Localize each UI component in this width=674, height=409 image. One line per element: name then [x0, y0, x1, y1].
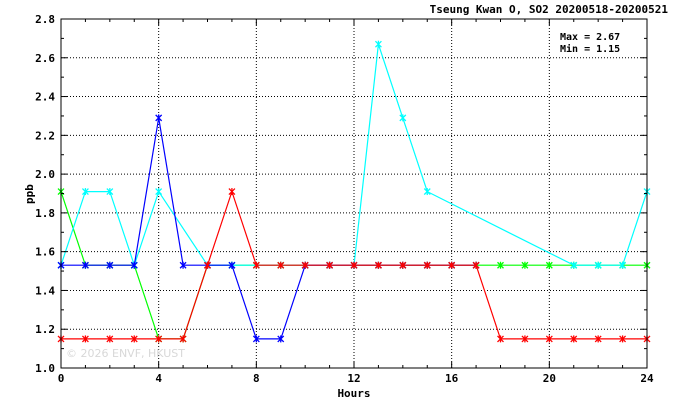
data-point [570, 335, 578, 343]
data-point [619, 335, 627, 343]
data-point [228, 188, 236, 196]
y-axis-title: ppb [23, 184, 36, 204]
tick-labels: 0 4 8 12 16 20 24 1.0 1.2 1.4 1.6 1.8 2.0 2.2 2.4 2.6 2.… [35, 13, 654, 385]
data-point [106, 188, 114, 196]
chart-title: Tseung Kwan O, SO2 20200518-20200521 [430, 3, 669, 16]
x-tick-label: 8 [253, 372, 260, 385]
data-point [521, 335, 529, 343]
y-tick-label: 2.0 [35, 168, 55, 181]
x-tick-label: 16 [445, 372, 459, 385]
x-tick-label: 4 [155, 372, 162, 385]
data-point [594, 335, 602, 343]
data-point [399, 261, 407, 269]
data-point [594, 261, 602, 269]
y-tick-label: 1.6 [35, 246, 55, 259]
data-point [399, 114, 407, 122]
data-point [204, 261, 211, 269]
y-tick-label: 1.8 [35, 207, 55, 220]
data-point [130, 335, 138, 343]
y-tick-label: 2.8 [35, 13, 55, 26]
y-tick-label: 2.4 [35, 91, 55, 104]
data-point [423, 261, 431, 269]
data-point [277, 335, 285, 343]
data-point [497, 335, 504, 343]
data-point [448, 261, 456, 269]
y-tick-label: 2.6 [35, 52, 55, 65]
data-point [472, 261, 480, 269]
data-point [374, 261, 382, 269]
ticks [60, 18, 648, 369]
data-point [179, 261, 187, 269]
data-point [155, 114, 163, 122]
y-tick-label: 1.4 [35, 284, 55, 297]
data-point [179, 335, 187, 343]
data-point [570, 261, 578, 269]
data-point [106, 261, 114, 269]
y-tick-label: 2.2 [35, 129, 55, 142]
data-point [81, 335, 89, 343]
data-point [155, 188, 163, 196]
x-tick-label: 0 [58, 372, 65, 385]
x-axis-title: Hours [337, 387, 370, 400]
data-point [545, 335, 553, 343]
data-point [497, 261, 504, 269]
watermark: © 2026 ENVF, HKUST [66, 347, 185, 360]
data-point [130, 261, 138, 269]
min-annotation: Min = 1.15 [560, 43, 620, 55]
data-point [277, 261, 285, 269]
x-tick-label: 20 [543, 372, 556, 385]
data-point [545, 261, 553, 269]
data-point [81, 261, 89, 269]
data-point [374, 40, 382, 48]
max-annotation: Max = 2.67 [560, 32, 620, 43]
y-tick-label: 1.2 [35, 323, 55, 336]
data-point [521, 261, 529, 269]
data-point [81, 188, 89, 196]
data-point [252, 335, 260, 343]
data-point [301, 261, 309, 269]
data-point [326, 261, 334, 269]
data-point [252, 261, 260, 269]
y-tick-label: 1.0 [35, 362, 55, 375]
x-tick-label: 24 [640, 372, 654, 385]
data-point [228, 261, 236, 269]
data-point [350, 261, 358, 269]
data-point [619, 261, 627, 269]
data-point [423, 188, 431, 196]
data-point [155, 335, 163, 343]
data-point [106, 335, 114, 343]
x-tick-label: 12 [347, 372, 360, 385]
